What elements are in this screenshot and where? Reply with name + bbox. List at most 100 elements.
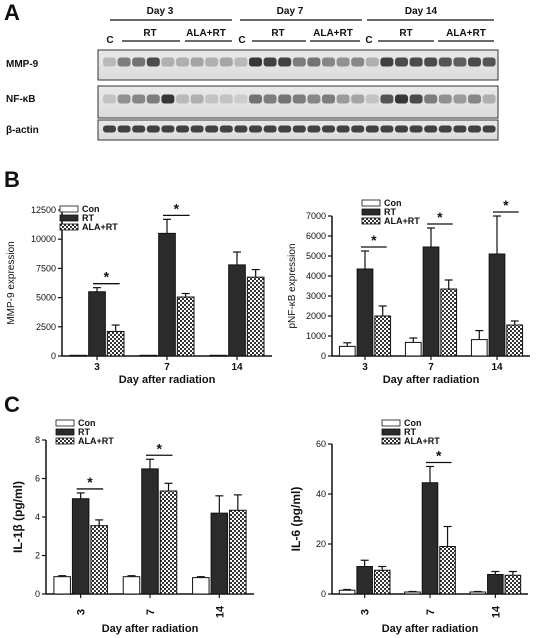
blot-band: [365, 57, 379, 67]
x-tick-label: 14: [214, 605, 226, 618]
blot-band: [336, 125, 350, 133]
y-tick-label: 5000: [36, 293, 56, 303]
legend-label: Con: [404, 418, 422, 428]
blot-band: [249, 57, 262, 67]
blot-band: [278, 57, 292, 67]
blot-band: [438, 94, 452, 104]
y-tick-label: 20: [316, 539, 326, 549]
chart-pnfkb-expression: 0 1000 2000 3000 4000 5000 6000 7000 pNF-κB expr…: [287, 197, 530, 386]
blot-band: [117, 125, 131, 133]
bar-con-3: [53, 576, 71, 595]
legend-label: RT: [78, 427, 90, 437]
blot-band: [190, 57, 204, 67]
blot-band: [380, 94, 394, 104]
chart-il6: 0 20 40 60 IL-6 (pg/ml) Day after radiation 3 7…: [289, 418, 528, 635]
x-axis-title: Day after radiation: [383, 374, 480, 386]
bar-ala-rt-3: [373, 569, 391, 595]
x-tick-label: 14: [491, 362, 503, 373]
x-tick-label: 7: [428, 362, 434, 373]
bar-con-14: [469, 591, 487, 595]
blot-band: [205, 125, 219, 133]
y-tick-label: 0: [51, 351, 56, 361]
blot-band: [132, 125, 146, 133]
blot-group-alart-d7: ALA+RT: [313, 28, 353, 39]
bar-ala-rt-14: [506, 324, 524, 357]
blot-band: [263, 57, 277, 67]
y-axis-title: pNF-κB expression: [287, 243, 298, 328]
panel-label-a: A: [4, 0, 20, 25]
bar-con-7: [122, 576, 141, 595]
blot-band: [307, 57, 321, 67]
blot-band: [482, 57, 496, 67]
blot-group-c-d7: C: [238, 35, 245, 46]
legend-label: ALA+RT: [78, 436, 114, 446]
blot-band: [249, 125, 262, 133]
blot-band: [409, 57, 423, 67]
blot-band: [351, 57, 365, 67]
blot-band: [322, 94, 335, 104]
blot-band: [292, 125, 306, 133]
legend-label: RT: [82, 213, 94, 223]
blot-band: [292, 57, 306, 67]
bar-rt-7: [158, 232, 176, 357]
x-tick-label: 14: [490, 605, 502, 618]
y-tick-label: 8: [35, 435, 40, 445]
legend-swatch: [55, 428, 75, 436]
blot-band: [176, 125, 189, 133]
blot-band: [249, 94, 262, 104]
blot-band: [234, 125, 248, 133]
chart-mmp9-expression: 0 2500 5000 7500 10000 12500 MMP-9 expression D…: [6, 200, 272, 386]
x-axis-title: Day after radiation: [102, 623, 199, 635]
blot-band: [409, 125, 423, 133]
blot-band: [395, 57, 408, 67]
y-tick-label: 6000: [306, 231, 326, 241]
bar-ala-rt-3: [90, 525, 108, 595]
bar-con-14: [192, 577, 210, 595]
blot-band: [219, 57, 233, 67]
bar-ala-rt-7: [440, 288, 458, 357]
legend-swatch: [55, 437, 75, 445]
significance-star: *: [87, 474, 93, 490]
blot-band: [322, 57, 335, 67]
y-tick-label: 7000: [306, 211, 326, 221]
bar-ala-rt-14: [229, 509, 247, 595]
blot-band: [351, 125, 365, 133]
blot-group-alart-d14: ALA+RT: [446, 28, 486, 39]
blot-band: [132, 94, 146, 104]
x-axis-title: Day after radiation: [382, 623, 479, 635]
blot-group-alart-d3: ALA+RT: [186, 28, 226, 39]
blot-band: [482, 94, 496, 104]
blot-row-mmp9: MMP-9: [6, 59, 39, 70]
legend-label: Con: [82, 204, 100, 214]
y-tick-label: 60: [316, 439, 326, 449]
legend-label: RT: [404, 427, 416, 437]
y-tick-label: 10000: [31, 234, 56, 244]
bar-con-14: [209, 354, 228, 357]
blot-band: [234, 94, 248, 104]
x-tick-label: 3: [362, 362, 368, 373]
blot-group-rt-d14: RT: [399, 28, 412, 39]
blot-group-rt-d3: RT: [143, 28, 156, 39]
y-axis-title: MMP-9 expression: [6, 241, 17, 324]
legend-label: Con: [384, 198, 402, 208]
y-tick-label: 0: [35, 589, 40, 599]
y-tick-label: 6: [35, 474, 40, 484]
blot-band: [190, 125, 204, 133]
bar-con-3: [338, 589, 356, 595]
blot-bands: [103, 57, 496, 133]
y-tick-label: 2: [35, 551, 40, 561]
bar-ala-rt-7: [176, 296, 195, 357]
legend-swatch: [381, 419, 401, 427]
y-axis-title: IL-1β (pg/ml): [11, 481, 25, 553]
bar-con-7: [404, 341, 422, 357]
blot-band: [438, 125, 452, 133]
legend-swatch: [59, 205, 79, 213]
bar-con-7: [139, 354, 158, 357]
legend-swatch: [361, 217, 381, 225]
blot-band: [161, 125, 175, 133]
blot-band: [453, 125, 467, 133]
legend-label: ALA+RT: [384, 216, 420, 226]
legend-swatch: [361, 208, 381, 216]
x-tick-label: 7: [425, 609, 437, 615]
blot-band: [146, 57, 160, 67]
